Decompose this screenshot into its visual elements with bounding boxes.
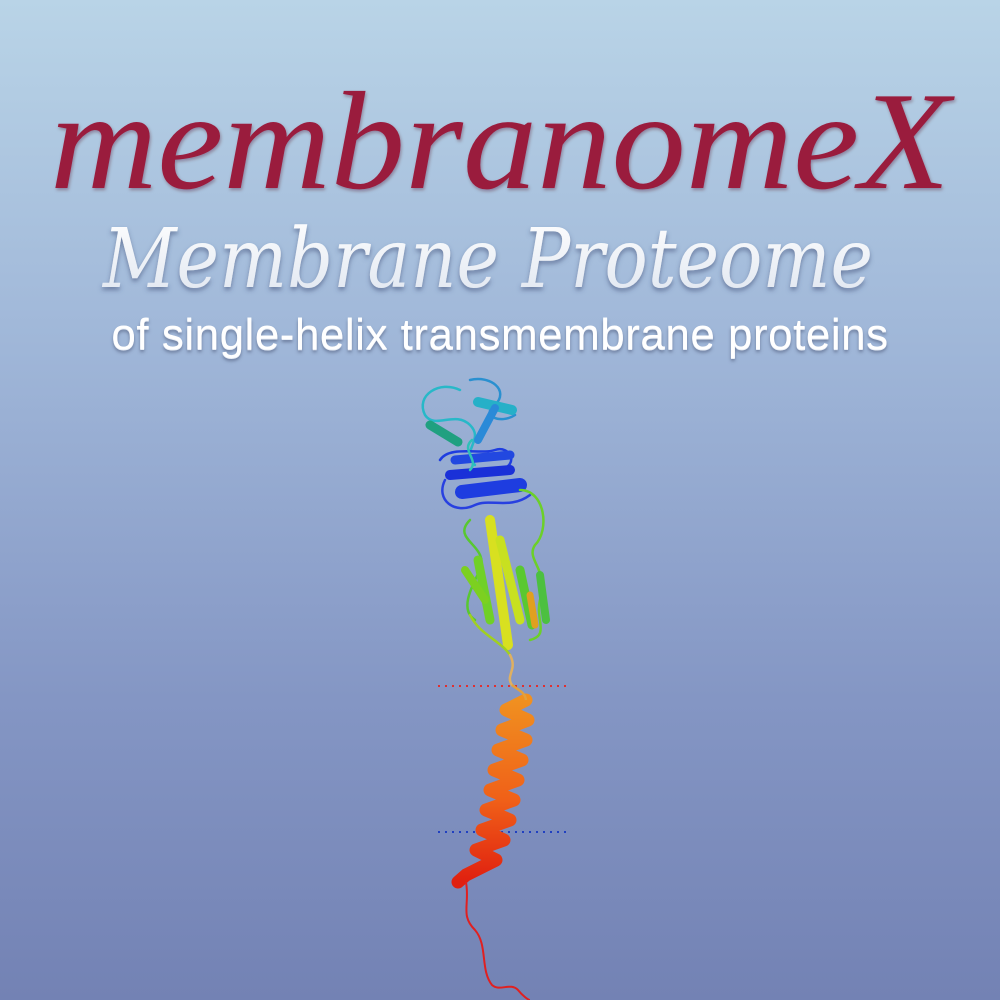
linker-loop: [511, 684, 528, 701]
c-terminal-tail: [465, 881, 531, 1000]
app-title: membranomeX: [50, 64, 956, 215]
logo-title: membranomeX: [50, 64, 956, 215]
tagline: of single-helix transmembrane proteins: [111, 310, 889, 359]
middle-domain: [461, 488, 550, 687]
top-domain: [421, 377, 532, 510]
protein-ribbon-icon: [421, 377, 568, 1000]
transmembrane-helix: [451, 693, 535, 889]
subtitle-text: Membrane Proteome: [101, 212, 873, 307]
logo-subtitle: Membrane Proteome: [101, 212, 873, 307]
